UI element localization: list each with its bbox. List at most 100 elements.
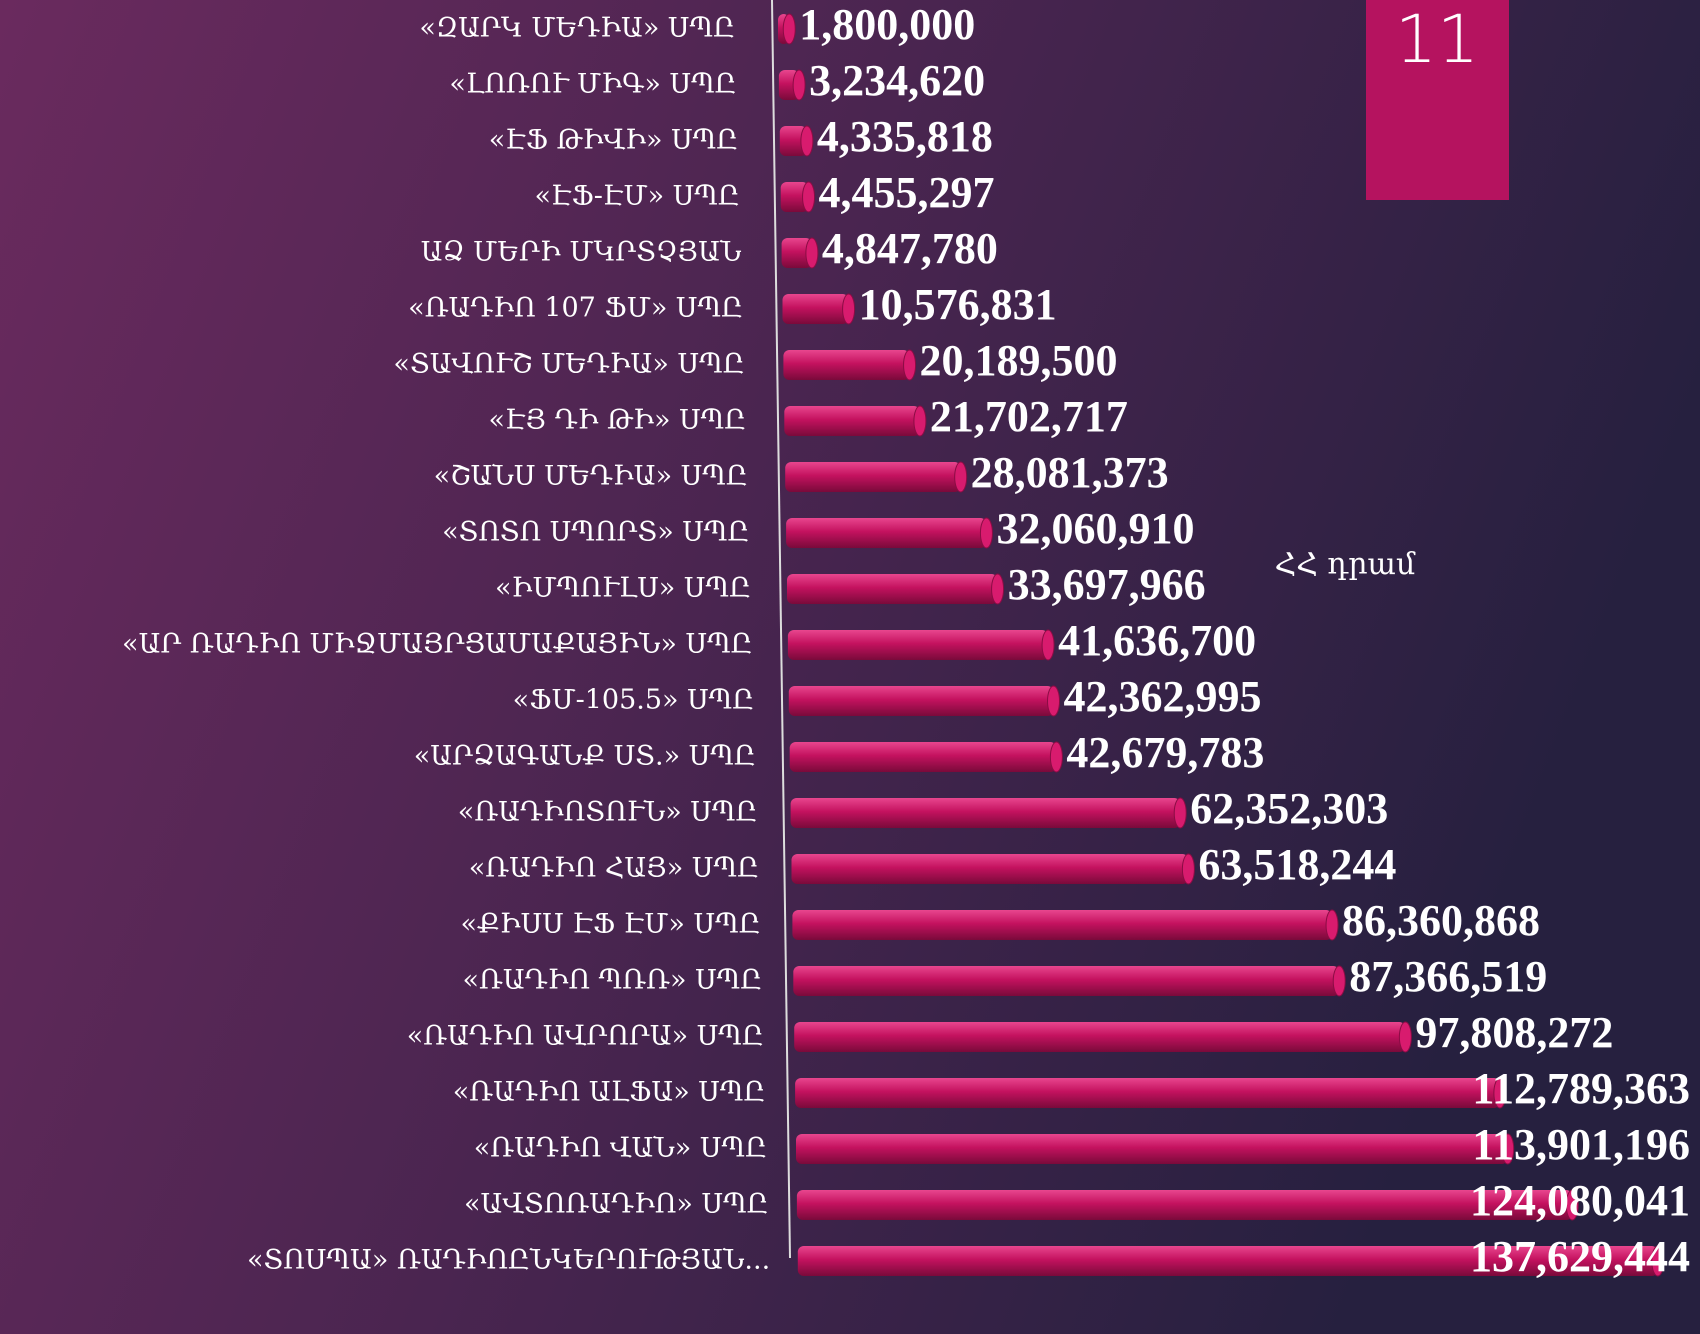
- category-label: «ԷՖ-ԷՄ» ՍՊԸ: [534, 181, 739, 212]
- page-number-box: [1366, 0, 1509, 200]
- bar: [791, 853, 1195, 885]
- bar-body: [781, 238, 812, 268]
- bar: [796, 1133, 1515, 1165]
- unit-label: ՀՀ դրամ: [1275, 547, 1416, 582]
- value-label: 1,800,000: [799, 0, 975, 49]
- category-label: «ԷՖ ԹԻՎԻ» ՍՊԸ: [489, 125, 739, 156]
- bar-cap: [1325, 909, 1339, 941]
- category-label: «ՌԱԴԻՈ ՎԱՆ» ՍՊԸ: [474, 1133, 767, 1164]
- category-label: «ԼՈՌՈՒ ՄԻԳ» ՍՊԸ: [449, 69, 736, 100]
- bar: [787, 629, 1055, 661]
- value-label: 10,576,831: [859, 280, 1057, 329]
- bar: [785, 461, 968, 493]
- bar-body: [792, 910, 1333, 940]
- category-label: «ՌԱԴԻՈ ՀԱՅ» ՍՊԸ: [469, 853, 759, 884]
- bar: [792, 909, 1339, 941]
- bar-body: [793, 966, 1340, 996]
- page-number: 11: [1395, 1, 1479, 78]
- category-label: «ՌԱԴԻՈ 107 ՖՄ» ՍՊԸ: [408, 293, 743, 324]
- bar-body: [787, 574, 998, 604]
- value-label: 21,702,717: [930, 392, 1128, 441]
- category-label: «ՌԱԴԻՈ ԱՎՐՈՐԱ» ՍՊԸ: [407, 1021, 764, 1052]
- category-label: «ՇԱՆՍ ՄԵԴԻԱ» ՍՊԸ: [434, 461, 748, 492]
- value-label: 86,360,868: [1342, 896, 1540, 945]
- bar-cap: [991, 573, 1005, 605]
- bar: [784, 405, 927, 437]
- bar: [787, 573, 1005, 605]
- bar: [797, 1245, 1665, 1277]
- bar-body: [794, 1022, 1406, 1052]
- bar-body: [787, 630, 1049, 660]
- bar-body: [788, 686, 1054, 716]
- value-label: 87,366,519: [1349, 952, 1547, 1001]
- bar-body: [779, 126, 807, 156]
- value-label: 124,080,041: [1470, 1176, 1690, 1225]
- bar-cap: [903, 349, 917, 381]
- bar-body: [796, 1134, 1508, 1164]
- value-label: 4,335,818: [817, 112, 993, 161]
- bar-body: [782, 294, 849, 324]
- value-label: 42,679,783: [1066, 728, 1264, 777]
- value-label: 28,081,373: [971, 448, 1169, 497]
- value-label: 113,901,196: [1472, 1120, 1690, 1169]
- value-label: 42,362,995: [1064, 672, 1262, 721]
- value-label: 3,234,620: [809, 56, 985, 105]
- bar-body: [790, 798, 1181, 828]
- bar-cap: [1565, 1189, 1579, 1221]
- bar: [779, 125, 814, 157]
- bar-cap: [842, 293, 856, 325]
- value-label: 33,697,966: [1008, 560, 1206, 609]
- bar-cap: [1173, 797, 1187, 829]
- bar-body: [783, 350, 910, 380]
- value-label: 41,636,700: [1058, 616, 1256, 665]
- bar: [778, 13, 796, 45]
- bar-body: [791, 854, 1189, 884]
- category-label: ԱՁ ՄԵՐԻ ՄԿՐՏՉՅԱՆ: [421, 237, 742, 268]
- bar-body: [795, 1078, 1500, 1108]
- category-label: «ԶԱՐԿ ՄԵԴԻԱ» ՍՊԸ: [419, 13, 735, 44]
- value-label: 97,808,272: [1415, 1008, 1613, 1057]
- bar-cap: [792, 69, 806, 101]
- bar-body: [789, 742, 1057, 772]
- value-label: 20,189,500: [920, 336, 1118, 385]
- category-label: «ԷՅ ԴԻ ԹԻ» ՍՊԸ: [488, 405, 746, 436]
- axis-line: [771, 0, 791, 1259]
- bar-body: [786, 518, 987, 548]
- bar: [782, 293, 856, 325]
- category-label: «ՌԱԴԻՈ ՊՌՌ» ՍՊԸ: [463, 965, 763, 996]
- bar: [789, 741, 1063, 773]
- category-label: «ԱՐՁԱԳԱՆՔ ՍՏ.» ՍՊԸ: [414, 741, 756, 772]
- bar: [778, 69, 806, 101]
- category-label: «ՌԱԴԻՈ ԱԼՖԱ» ՍՊԸ: [453, 1077, 766, 1108]
- category-label: «ՏՈՍՊԱ» ՌԱԴԻՈԸՆԿԵՐՈՒԹՅԱՆ...: [247, 1245, 770, 1276]
- value-label: 4,455,297: [819, 168, 995, 217]
- value-label: 32,060,910: [996, 504, 1194, 553]
- bar: [794, 1021, 1412, 1053]
- bar: [781, 237, 819, 269]
- category-label: «ԻՄՊՈՒԼՍ» ՍՊԸ: [495, 573, 751, 604]
- bar-cap: [1651, 1245, 1665, 1277]
- category-label: «ՔԻՍՍ ԷՖ ԷՄ» ՍՊԸ: [460, 909, 760, 940]
- category-label: «ԱՎՏՈՌԱԴԻՈ» ՍՊԸ: [464, 1189, 769, 1220]
- bar-body: [797, 1246, 1658, 1276]
- bar: [788, 685, 1061, 717]
- bar-cap: [1049, 741, 1063, 773]
- bar: [780, 181, 816, 213]
- bar-cap: [954, 461, 968, 493]
- bar: [790, 797, 1187, 829]
- bar-cap: [1047, 685, 1061, 717]
- value-label: 62,352,303: [1190, 784, 1388, 833]
- value-label: 112,789,363: [1472, 1064, 1690, 1113]
- category-label: «ԱՐ ՌԱԴԻՈ ՄԻՋՄԱՅՐՑԱՄԱՔԱՅԻՆ» ՍՊԸ: [122, 629, 753, 660]
- value-label: 4,847,780: [822, 224, 998, 273]
- bar-cap: [913, 405, 927, 437]
- bar-cap: [1332, 965, 1346, 997]
- category-label: «ՏՈՏՈ ՍՊՈՐՏ» ՍՊԸ: [442, 517, 749, 548]
- bar-cap: [802, 181, 816, 213]
- bar-body: [785, 462, 961, 492]
- category-label: «ՌԱԴԻՈՏՈՒՆ» ՍՊԸ: [458, 797, 758, 828]
- bar-body: [784, 406, 920, 436]
